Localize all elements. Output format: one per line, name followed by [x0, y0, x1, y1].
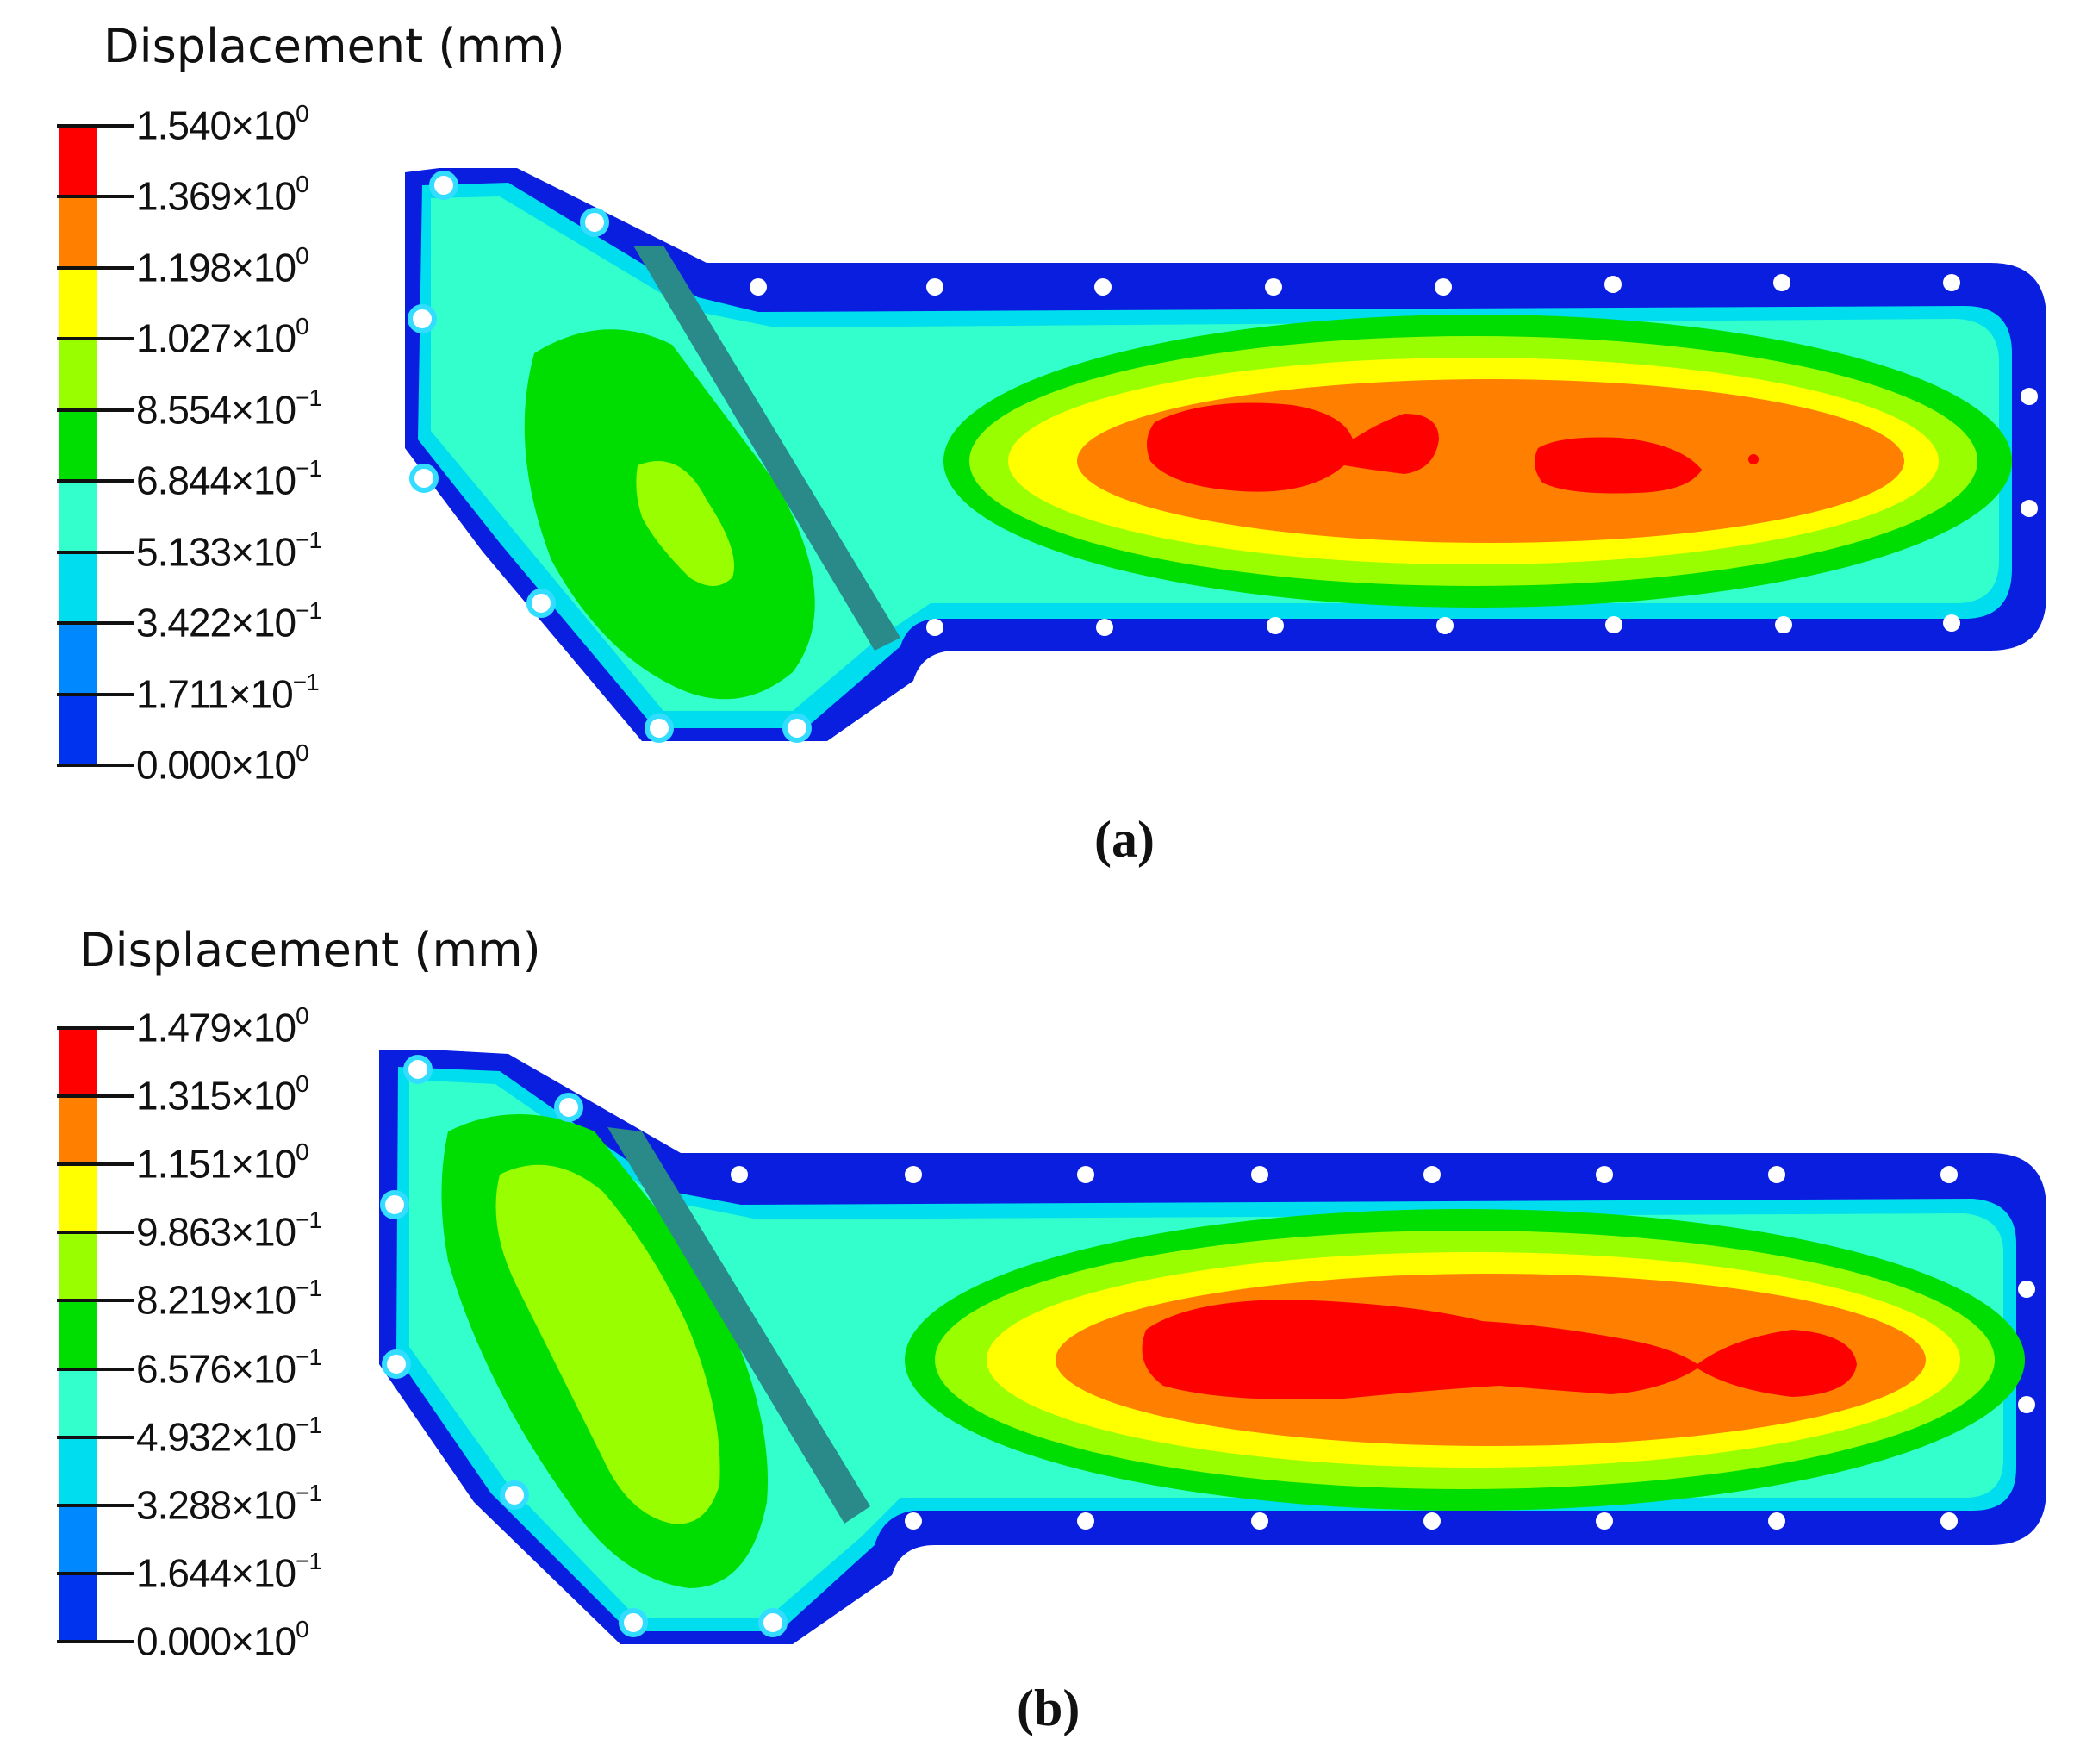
legend-tick: [57, 1162, 134, 1167]
contour-peak-2: [1535, 437, 1702, 494]
legend-tick: [57, 1503, 134, 1507]
legend-tick: [57, 1026, 134, 1030]
panel-a: Displacement (mm): [57, 19, 2046, 868]
legend-tick: [57, 265, 134, 270]
legend-tick: [57, 1435, 134, 1439]
contour-peak-3: [1748, 454, 1759, 464]
contour-peak-1: [1142, 1300, 1857, 1399]
legend-tick-label: 8.219×10−1: [136, 1275, 322, 1323]
legend-tick-label: 6.844×10−1: [136, 455, 322, 503]
legend-tick-label: 5.133×10−1: [136, 526, 322, 574]
legend-tick: [57, 124, 134, 128]
legend-tick-label: 6.576×10−1: [136, 1343, 322, 1391]
legend-tick: [57, 550, 134, 554]
legend-tick: [57, 764, 134, 767]
legend-colorbar: [59, 1028, 97, 1642]
legend-tick-label: 1.644×10−1: [136, 1547, 322, 1596]
legend-tick-label: 1.540×100: [136, 100, 309, 148]
legend-tick-label: 1.198×100: [136, 241, 309, 290]
legend-tick: [57, 1571, 134, 1575]
legend-tick: [57, 1640, 134, 1643]
displacement-map-a: [405, 168, 2046, 743]
panel-b: Displacement (mm): [0, 882, 2080, 1763]
legend-tick-label: 1.027×100: [136, 313, 309, 361]
legend-tick-label: 8.554×10−1: [136, 383, 322, 433]
legend-tick-label: 1.315×100: [136, 1070, 309, 1119]
legend-tick: [57, 621, 134, 626]
legend-tick-label: 1.369×100: [136, 171, 309, 219]
legend-tick: [57, 408, 134, 412]
legend-title: Displacement (mm): [103, 19, 565, 73]
panel-label-b: (b): [1017, 1680, 1080, 1736]
contour-lime-left: [495, 1164, 720, 1524]
legend-tick-label: 1.479×100: [136, 1002, 309, 1050]
legend-tick-label: 9.863×10−1: [136, 1206, 322, 1255]
legend-tick-label: 4.932×10−1: [136, 1411, 322, 1459]
contour-peak-1: [1147, 402, 1439, 492]
legend-tick: [57, 337, 134, 341]
legend-tick: [57, 479, 134, 483]
legend-tick-label: 3.422×10−1: [136, 597, 322, 645]
legend-tick: [57, 195, 134, 199]
legend-tick: [57, 1094, 134, 1099]
legend-colorbar: [59, 126, 97, 765]
legend-tick-label: 3.288×10−1: [136, 1479, 322, 1528]
panel-label-a: (a): [1094, 811, 1155, 868]
stiffening-rib: [607, 1127, 870, 1524]
bolt-holes-a: [408, 171, 2038, 743]
legend-tick: [57, 1367, 134, 1371]
legend-tick: [57, 692, 134, 696]
legend-tick-label: 1.151×100: [136, 1138, 309, 1187]
legend-tick-label: 1.711×10−1: [136, 668, 320, 716]
legend-title: Displacement (mm): [79, 923, 541, 977]
displacement-map-b: [379, 1050, 2046, 1644]
contour-lime-left: [636, 461, 734, 586]
legend-tick: [57, 1299, 134, 1303]
legend-tick: [57, 1231, 134, 1235]
stiffening-rib: [633, 246, 900, 651]
legend-tick-label: 0.000×100: [136, 739, 309, 788]
legend-tick-label: 0.000×100: [136, 1616, 309, 1664]
bolt-holes-b: [380, 1055, 2035, 1637]
